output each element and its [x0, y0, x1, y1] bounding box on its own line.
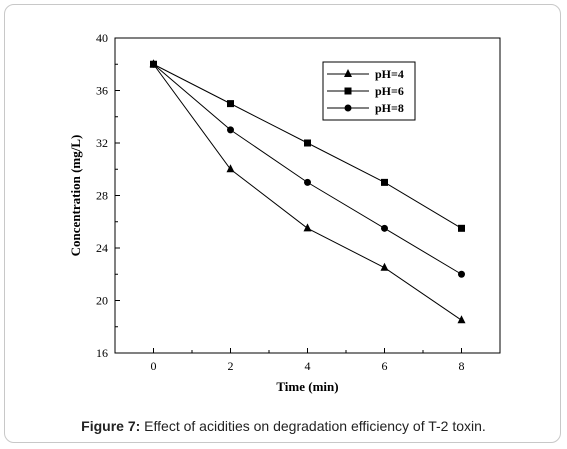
data-point-series-2: [304, 139, 311, 147]
data-point-series-3: [458, 270, 465, 278]
y-tick-label: 40: [96, 31, 108, 45]
y-axis-label: Concentration (mg/L): [68, 135, 83, 257]
y-tick-label: 20: [96, 294, 108, 308]
y-tick-label: 32: [96, 136, 108, 150]
plot-area-border: [114, 37, 501, 354]
caption-label: Figure 7:: [81, 418, 141, 434]
legend-label: pH=6: [375, 84, 404, 98]
data-point-series-3: [227, 126, 234, 134]
data-point-series-2: [227, 100, 234, 108]
y-tick-label: 24: [96, 241, 108, 255]
data-point-series-1: [380, 262, 389, 271]
x-tick-label: 2: [228, 359, 234, 373]
x-axis-label: Time (min): [276, 379, 338, 394]
y-tick-label: 36: [96, 84, 108, 98]
legend-marker: [344, 104, 352, 112]
data-point-series-1: [303, 223, 312, 232]
x-tick-label: 4: [305, 359, 311, 373]
legend-marker: [344, 69, 352, 77]
data-point-series-2: [458, 224, 465, 232]
legend-marker: [344, 87, 352, 95]
x-tick-label: 8: [459, 359, 465, 373]
data-point-series-3: [381, 224, 388, 232]
data-point-series-3: [304, 178, 311, 186]
data-point-series-1: [457, 315, 466, 324]
x-tick-label: 0: [151, 359, 157, 373]
data-point-series-1: [226, 164, 235, 173]
y-tick-label: 28: [96, 189, 108, 203]
legend-label: pH=4: [375, 67, 404, 81]
data-point-series-2: [381, 178, 388, 186]
legend-label: pH=8: [375, 101, 404, 115]
figure-frame: [4, 4, 561, 443]
x-tick-label: 6: [382, 359, 388, 373]
caption-text: Effect of acidities on degradation effic…: [140, 418, 486, 434]
figure-caption: Figure 7: Effect of acidities on degrada…: [0, 418, 567, 434]
y-tick-label: 16: [96, 346, 108, 360]
data-point-series-3: [150, 60, 157, 68]
